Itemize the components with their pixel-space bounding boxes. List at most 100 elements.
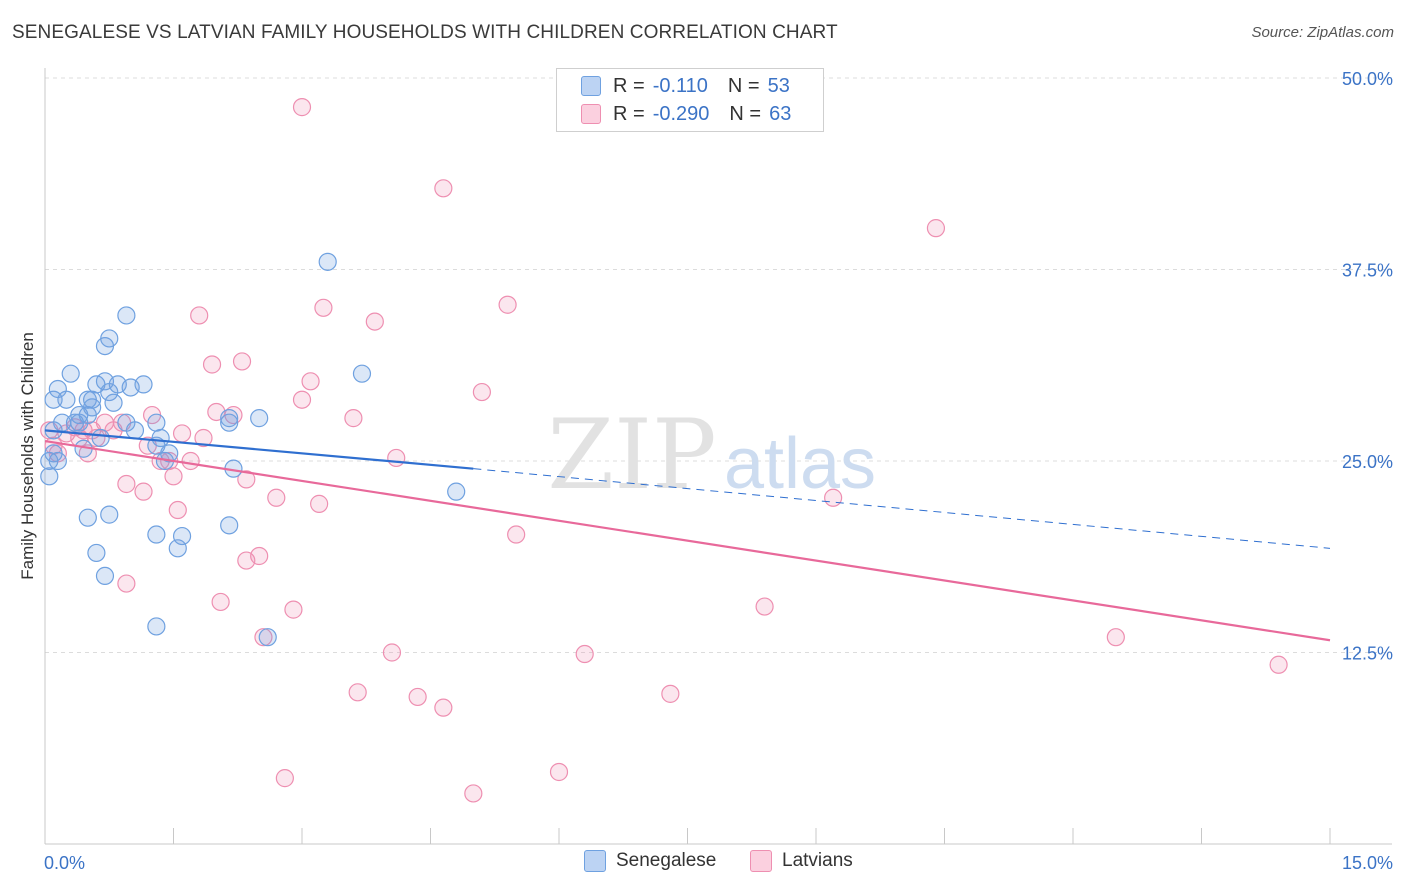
latvian-point (275, 769, 294, 788)
latvian-point (1269, 655, 1288, 674)
legend-swatch-latvians (750, 850, 772, 872)
legend-n-value: 53 (767, 74, 790, 97)
latvian-point (434, 179, 453, 198)
stats-legend: R = -0.110 N = 53 R = -0.290 N = 63 (556, 68, 824, 132)
senegalese-point (104, 393, 123, 412)
senegalese-point (160, 444, 179, 463)
latvian-point (382, 643, 402, 662)
latvian-point (464, 784, 483, 803)
y-tick-label: 37.5% (1342, 261, 1393, 281)
latvian-point (232, 352, 252, 371)
latvian-point (575, 644, 594, 664)
legend-row-senegalese: R = -0.110 N = 53 (581, 73, 810, 99)
latvian-point (365, 312, 384, 331)
y-tick-label: 50.0% (1342, 69, 1393, 89)
trend-line-senegalese (44, 429, 474, 470)
latvian-point (254, 628, 273, 647)
legend-item-senegalese[interactable]: Senegalese (584, 850, 716, 872)
legend-n-value: 63 (769, 102, 792, 125)
latvian-point (168, 500, 187, 520)
senegalese-point (147, 413, 166, 432)
x-tick-label: 15.0% (1342, 853, 1393, 873)
latvian-point (292, 98, 312, 117)
senegalese-point (125, 421, 145, 440)
latvian-point (1106, 628, 1125, 647)
senegalese-point (250, 409, 269, 428)
trend-line-senegalese-extension (473, 468, 1331, 549)
senegalese-point (83, 398, 102, 417)
senegalese-point (258, 628, 277, 647)
legend-n-label: N = (729, 102, 762, 125)
latvian-point (134, 482, 153, 501)
legend-n-label: N = (727, 74, 760, 97)
watermark: ZIP atlas (547, 399, 876, 511)
legend-swatch-latvians (581, 104, 601, 124)
series-legend: Senegalese Latvians (0, 850, 1406, 878)
senegalese-point (78, 508, 97, 527)
y-tick-label: 12.5% (1342, 644, 1393, 664)
senegalese-point (95, 566, 115, 586)
latvian-point (549, 762, 569, 782)
senegalese-point (61, 364, 80, 383)
legend-r-value: -0.290 (652, 102, 710, 125)
senegalese-point (134, 375, 153, 394)
senegalese-point (100, 329, 119, 348)
latvian-point (301, 372, 320, 391)
latvian-point (211, 592, 230, 612)
senegalese-point (147, 617, 166, 636)
latvian-point (190, 306, 209, 325)
legend-r-value: -0.110 (652, 74, 708, 97)
legend-label-latvians: Latvians (782, 850, 853, 871)
latvian-point (172, 424, 192, 443)
legend-r-label: R = (613, 102, 645, 125)
latvian-point (472, 382, 491, 402)
latvian-point (755, 597, 774, 616)
latvian-point (926, 219, 946, 238)
senegalese-point (220, 413, 239, 432)
legend-row-latvians: R = -0.290 N = 63 (581, 101, 811, 127)
chart-title: SENEGALESE VS LATVIAN FAMILY HOUSEHOLDS … (12, 22, 838, 43)
chart-source: Source: ZipAtlas.com (1251, 24, 1394, 41)
senegalese-point (220, 516, 239, 535)
latvian-point (387, 448, 406, 468)
latvian-point (267, 488, 286, 507)
axes (44, 68, 1392, 845)
latvian-point (202, 355, 222, 374)
latvian-point (181, 451, 200, 471)
senegalese-point (91, 428, 110, 448)
latvian-point (348, 683, 367, 702)
latvian-point (164, 467, 183, 486)
latvian-point (292, 390, 312, 409)
latvian-point (237, 470, 256, 489)
series-latvians (40, 98, 1288, 803)
latvian-point (498, 295, 517, 314)
latvian-point (824, 488, 843, 507)
legend-swatch-senegalese (581, 76, 601, 96)
senegalese-point (44, 390, 63, 409)
x-tick-label: 0.0% (44, 853, 85, 873)
senegalese-point (40, 467, 59, 486)
latvian-point (344, 409, 363, 428)
latvian-point (117, 574, 136, 593)
latvian-point (434, 698, 453, 717)
senegalese-point (87, 543, 106, 563)
legend-item-latvians[interactable]: Latvians (750, 850, 853, 872)
legend-label-senegalese: Senegalese (616, 850, 717, 871)
senegalese-point (57, 390, 76, 409)
latvian-point (507, 525, 526, 544)
latvian-point (194, 428, 213, 448)
senegalese-point (147, 525, 166, 544)
legend-r-label: R = (613, 74, 645, 97)
senegalese-point (48, 451, 67, 471)
watermark-zip: ZIP (547, 399, 716, 511)
latvian-point (310, 494, 329, 513)
senegalese-point (117, 306, 136, 325)
senegalese-point (172, 526, 192, 546)
watermark-atlas: atlas (724, 424, 876, 504)
series-senegalese (40, 252, 466, 647)
senegalese-point (352, 364, 372, 383)
latvian-point (250, 546, 269, 566)
senegalese-point (220, 409, 239, 428)
senegalese-point (318, 252, 337, 271)
